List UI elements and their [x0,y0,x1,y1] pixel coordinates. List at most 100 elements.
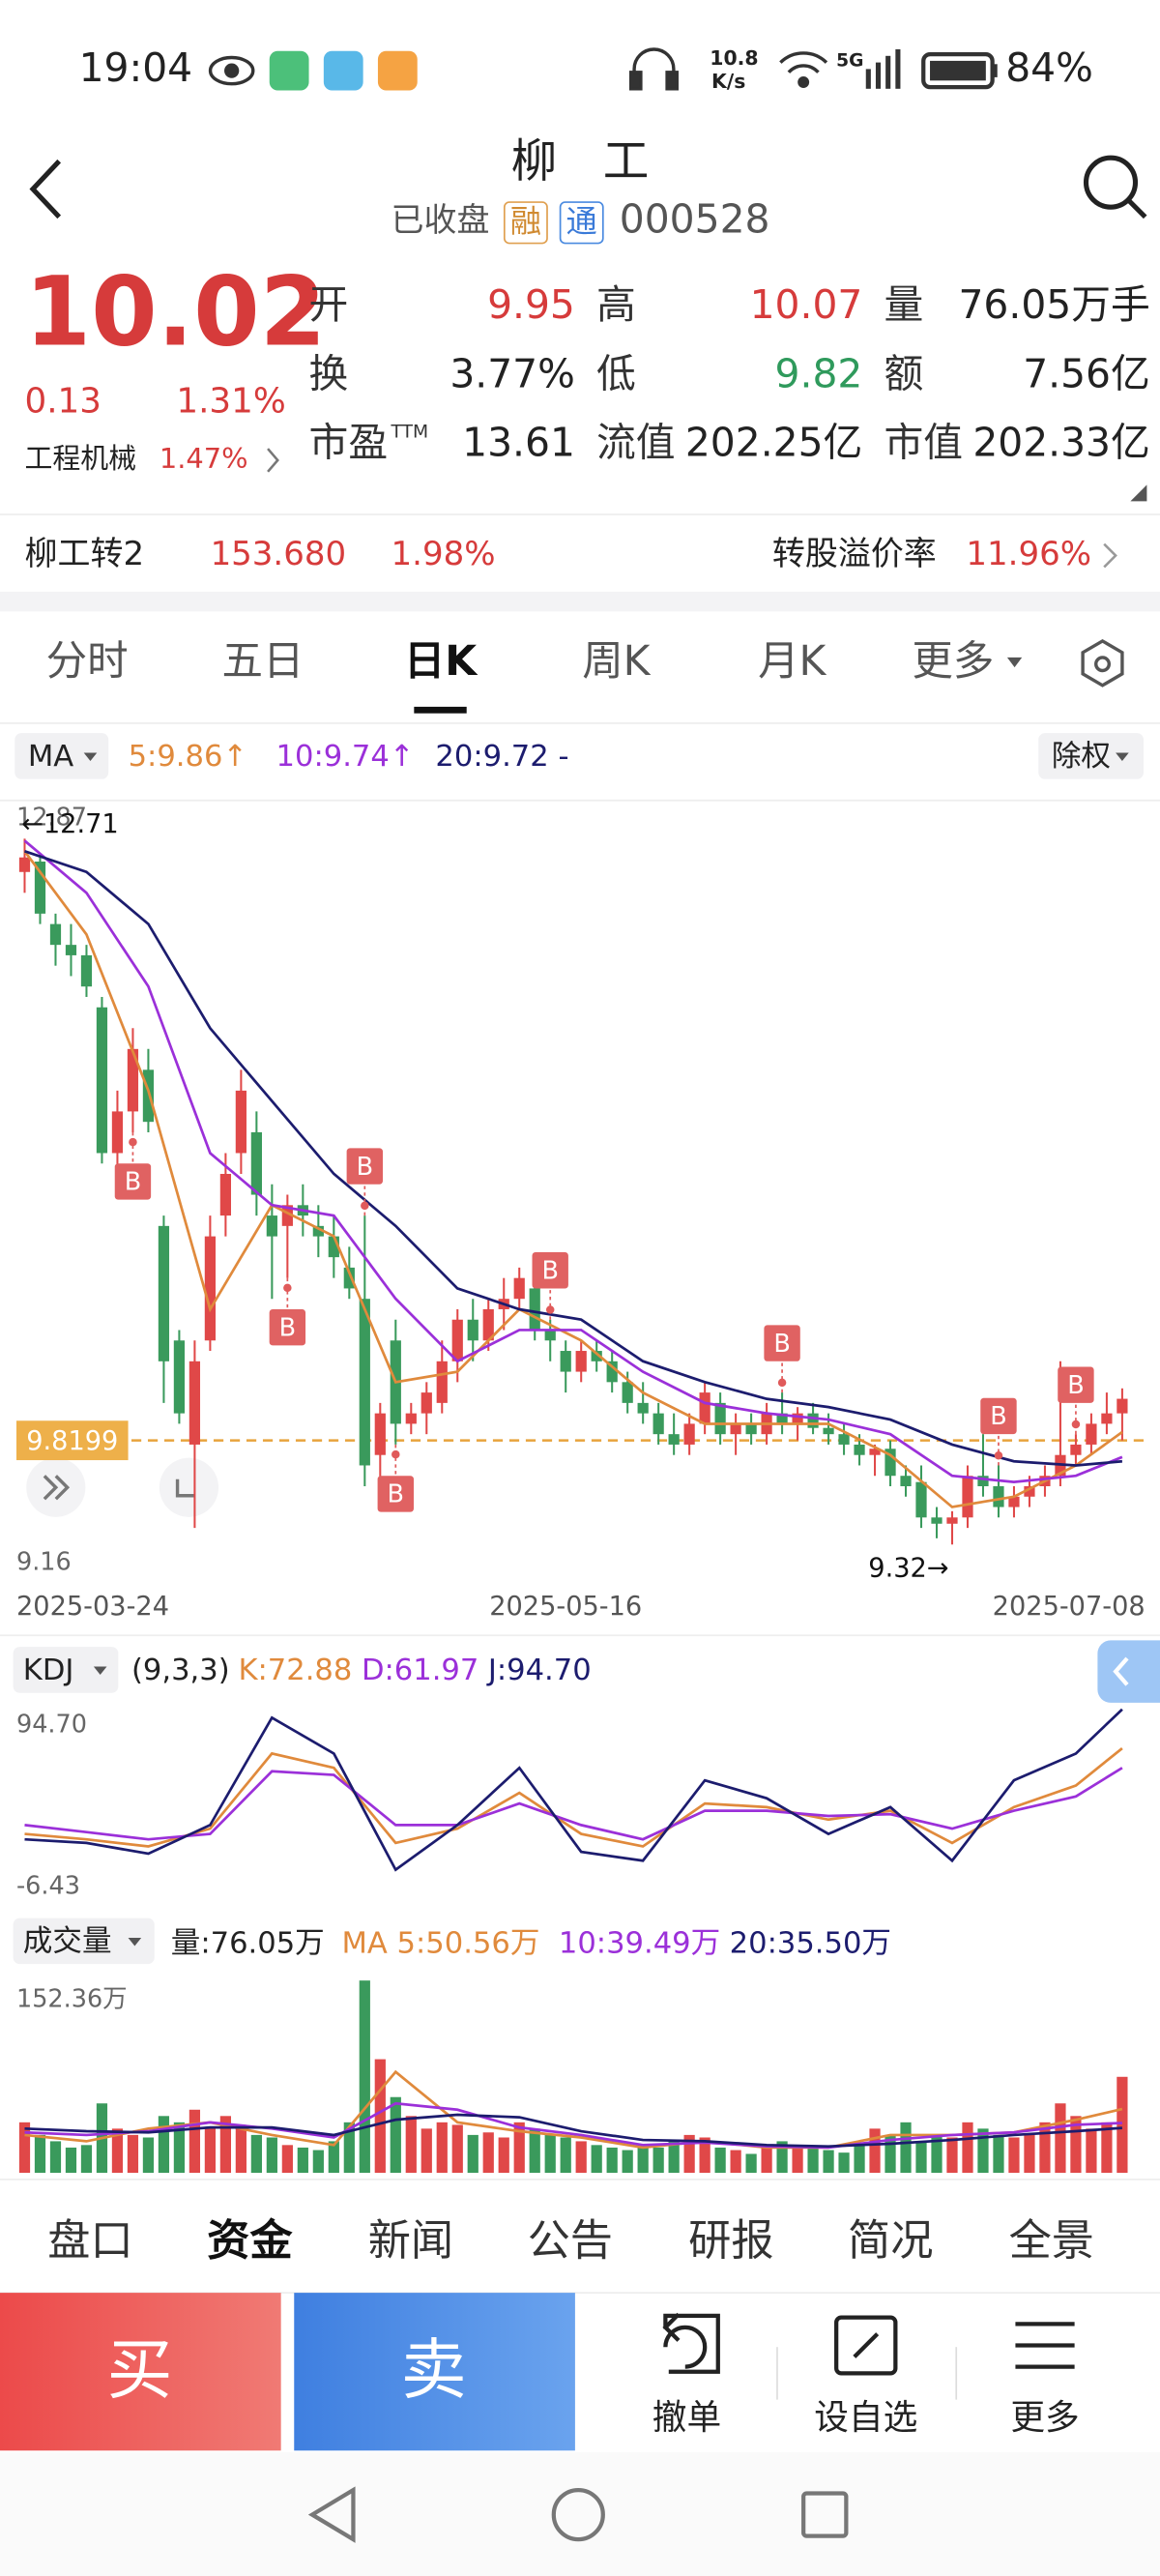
candle-body [869,1449,881,1455]
bond-price: 153.680 [211,535,347,573]
volume-bar [683,2134,695,2174]
candle-body [158,1225,170,1361]
volume-bar [915,2141,927,2174]
stock-name: 柳 工 [511,135,650,189]
premium-label: 转股溢价率 [772,535,937,573]
candle-body [18,857,31,872]
back-button[interactable] [29,159,62,220]
volume-bar [127,2134,139,2174]
field-label: 额 [884,350,923,396]
volume-bar [482,2132,494,2174]
field-label: 量 [884,281,923,328]
candle-body [173,1340,186,1414]
signal-box [377,1476,414,1512]
candle-body [142,1069,155,1123]
volume-bar [18,2122,31,2174]
charts: 5:9.86↑ 10:9.74↑ 20:9.72 - 12.87 9.16 2025-03… [15,740,1146,2174]
net-speed-unit: K/s [711,70,745,93]
search-button[interactable] [1083,155,1147,220]
period-tab[interactable]: 日K [404,638,478,686]
signal-label: B [773,1330,790,1359]
signal-box [114,1163,152,1200]
volume-bar [823,2150,834,2174]
period-tab[interactable]: 月K [758,638,826,686]
candle-body [328,1236,339,1258]
candle-body [1024,1486,1035,1497]
volume-bar [962,2122,973,2174]
candle-body [219,1174,231,1216]
signal-dot [545,1305,555,1314]
volume-bar [652,2147,664,2174]
volume-bar [575,2141,587,2174]
period-tab[interactable]: 分时 [46,638,129,686]
kdj-title: KDJ [23,1654,74,1687]
y-tick-label: 152.36万 [16,1985,128,2014]
field-value: 10.07 [750,281,863,328]
change: 0.13 [24,381,101,421]
volume-bar [761,2147,772,2174]
candle-body [436,1361,448,1403]
volume-bar [359,1980,370,2174]
settings-icon[interactable] [1081,638,1124,688]
side-tab[interactable] [1097,1640,1160,1703]
candle-body [792,1413,803,1424]
caret [1006,657,1023,668]
candle-body [637,1402,649,1414]
bottom-tab[interactable]: 盘口 [47,2216,132,2266]
bond-pct: 1.98% [392,535,496,573]
reference-label: 9.8199 [26,1426,118,1456]
candle-body [513,1277,525,1300]
volume-bar [622,2150,633,2174]
bottom-tab[interactable]: 资金 [207,2216,293,2266]
nav-buttons[interactable] [307,2486,849,2543]
y-tick-label: 94.70 [16,1711,87,1740]
adjust-button[interactable] [1038,733,1145,779]
y-tick-label: 9.16 [16,1547,72,1576]
action-label[interactable]: 设自选 [814,2398,917,2438]
candle-body [591,1351,602,1361]
signal-box [532,1252,568,1289]
field-label-sup: TTM [391,423,429,443]
sell-button[interactable] [294,2293,575,2451]
caret [83,752,98,761]
legend-entry: J:94.70 [486,1654,592,1687]
volume-bar [977,2128,989,2174]
bottom-tab[interactable]: 新闻 [368,2216,453,2266]
action-label[interactable]: 更多 [1010,2398,1079,2438]
bottom-tab[interactable]: 全景 [1009,2216,1094,2266]
period-tab[interactable]: 五日 [221,638,304,686]
candle-body [823,1427,834,1435]
candle-body [34,862,46,914]
tag: 通 [566,203,597,240]
bottom-tab[interactable]: 简况 [848,2216,933,2266]
volume-bar [884,2134,896,2174]
volume-bar [668,2141,680,2174]
period-tab[interactable]: 周K [582,638,651,686]
indicator-button[interactable] [14,733,109,779]
bottom-tab[interactable]: 公告 [528,2216,613,2266]
volume-bar [343,2122,355,2174]
volume-bar [591,2145,602,2174]
period-tab[interactable]: 更多 [912,638,994,686]
chevron [267,448,279,473]
candle-body [204,1236,217,1341]
tag: 融 [510,203,541,240]
volume-bar [250,2134,262,2174]
action-label[interactable]: 撤单 [652,2398,721,2438]
y-tick-label: -6.43 [16,1871,80,1900]
signal-label: B [388,1480,404,1509]
kdj-button[interactable] [13,1647,119,1693]
reference-tag [15,1420,129,1461]
chart-tools[interactable] [26,1457,219,1517]
top-bg [0,0,1160,592]
bottom-tab[interactable]: 研报 [688,2216,773,2266]
volume-bar [792,2145,803,2174]
volume-bar [544,2134,556,2174]
sell-label: 卖 [401,2333,467,2410]
legend-entry: K:72.88 [238,1654,352,1687]
signal-dot [129,1137,137,1147]
volume-button[interactable] [13,1917,155,1965]
signal-label: B [990,1402,1006,1431]
buy-button[interactable] [0,2293,281,2451]
